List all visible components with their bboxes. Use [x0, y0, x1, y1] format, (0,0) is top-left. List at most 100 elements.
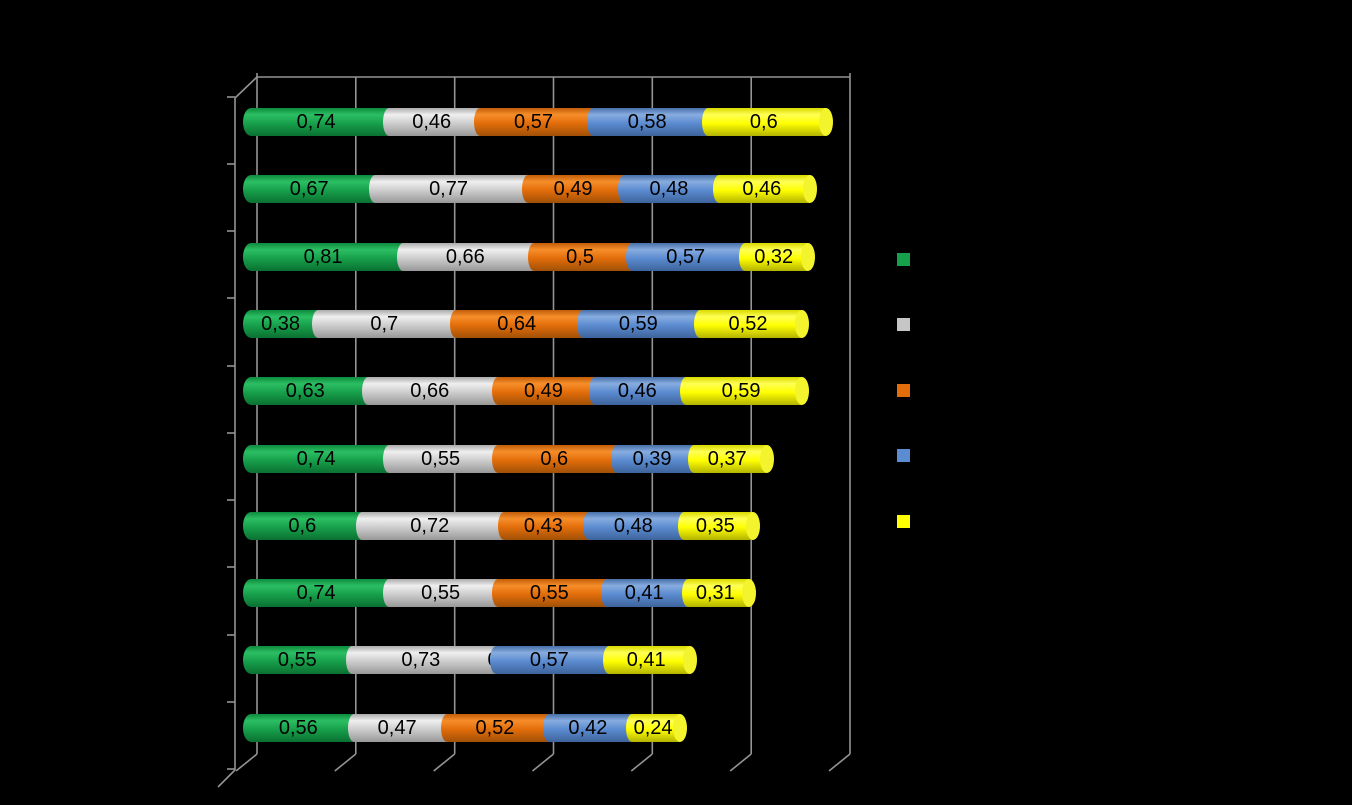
bar-segment-label: 0,74 [296, 582, 336, 605]
bar-segment-orange: 0,49 [491, 377, 595, 406]
bar-segment-blue: 0,59 [576, 309, 700, 338]
bar-end-cap [819, 108, 834, 136]
bar-segment-label: 0,66 [445, 245, 485, 268]
bar-segment-green: 0,67 [243, 175, 376, 204]
bar-segment-label: 0,42 [568, 716, 608, 739]
bar-end-cap [742, 579, 757, 608]
bar-segment-label: 0,49 [553, 178, 593, 201]
bar-segment-yellow: 0,35 [677, 511, 753, 540]
bar-row: 0,56 0,47 0,52 0,42 0,24 [243, 713, 687, 742]
bar-segment-orange: 0,43 [497, 511, 589, 540]
bar-segment-label: 0,6 [288, 514, 317, 537]
bar-segment-blue: 0,46 [588, 377, 686, 406]
legend-swatch-yellow [897, 514, 910, 528]
bar-segment-green: 0,74 [243, 108, 390, 136]
bar-row: 0,38 0,7 0,64 0,59 0,52 [243, 309, 810, 338]
bar-segment-label: 0,32 [754, 245, 794, 268]
bar-segment-yellow: 0,52 [693, 309, 803, 338]
bar-segment-label: 0,48 [649, 178, 689, 201]
bar-segment-yellow: 0,31 [681, 579, 749, 608]
bar-segment-label: 0,41 [624, 582, 664, 605]
bar-segment-label: 0,55 [421, 582, 461, 605]
bar-segment-label: 0,57 [514, 111, 553, 133]
bar-row: 0,67 0,77 0,49 0,48 0,46 [243, 175, 818, 204]
bar-end-cap [795, 377, 810, 406]
bar-segment-label: 0,6 [749, 111, 778, 133]
bar-end-cap [672, 713, 687, 742]
bar-segment-label: 0,5 [566, 245, 594, 268]
bar-segment-label: 0,81 [303, 245, 343, 268]
bar-segment-green: 0,56 [243, 713, 354, 742]
bar-segment-yellow: 0,32 [739, 242, 809, 271]
bar-segment-label: 0,59 [721, 380, 761, 403]
bar-segment-blue: 0,39 [610, 444, 694, 473]
bar-segment-yellow: 0,37 [687, 444, 767, 473]
legend-swatch-green [897, 253, 910, 266]
bar-row: 0,63 0,66 0,49 0,46 0,59 [243, 377, 810, 406]
bar-segment-label: 0,74 [296, 111, 336, 133]
bar-segment-silver: 0,77 [369, 175, 528, 204]
bar-segment-blue: 0,48 [582, 511, 684, 540]
bar-segment-label: 0,73 [401, 649, 441, 672]
bar-segment-label: 0,55 [529, 582, 569, 605]
bar-segment-yellow: 0,59 [679, 377, 803, 406]
legend-swatch-blue [897, 449, 910, 463]
bar-segment-silver: 0,47 [347, 713, 447, 742]
bar-end-cap [682, 646, 697, 675]
bar-segment-label: 0,46 [742, 178, 782, 201]
bar-segment-label: 0,72 [410, 514, 450, 537]
bar-row: 0,74 0,55 0,6 0,39 0,37 [243, 444, 774, 473]
bar-segment-orange: 0,49 [521, 175, 625, 204]
bar-row: 0,550,7300,570,41 [243, 646, 697, 675]
bar-segment-label: 0,31 [695, 582, 735, 605]
bar-segment-yellow: 0,6 [701, 108, 827, 136]
bar-segment-label: 0,57 [666, 245, 706, 268]
bar-row: 0,74 0,55 0,55 0,41 0,31 [243, 579, 757, 608]
bar-segment-blue: 0,42 [543, 713, 633, 742]
bar-segment-label: 0,37 [707, 447, 747, 470]
bar-end-cap [745, 511, 760, 540]
bar-segment-blue: 0,58 [586, 108, 708, 136]
bar-segment-orange: 0,57 [474, 108, 593, 136]
bar-segment-orange: 0,52 [440, 713, 550, 742]
bar-segment-yellow: 0,41 [602, 646, 690, 675]
bar-segment-yellow: 0,46 [713, 175, 811, 204]
bar-segment-green: 0,81 [243, 242, 404, 271]
bar-segment-orange: 0,64 [450, 309, 583, 338]
bar-segment-green: 0,74 [243, 444, 390, 473]
bar-segment-label: 0,7 [370, 312, 399, 335]
bar-segment-label: 0,77 [429, 178, 468, 201]
bar-segment-yellow: 0,24 [626, 713, 680, 742]
bar-end-cap [795, 309, 810, 338]
bar-segment-green: 0,74 [243, 579, 390, 608]
bar-segment-label: 0,58 [627, 111, 667, 133]
bar-segment-silver: 0,66 [361, 377, 498, 406]
bar-end-cap [803, 175, 818, 204]
bar-segment-label: 0,39 [632, 447, 672, 470]
bar-segment-label: 0,63 [285, 380, 325, 403]
bar-segment-orange: 0,55 [491, 579, 607, 608]
bar-segment-blue: 0,57 [626, 242, 746, 271]
bar-segment-label: 0,52 [728, 312, 768, 335]
bar-segment-label: 0,56 [278, 716, 318, 739]
bar-segment-label: 0,48 [613, 514, 653, 537]
legend-swatch-silver [897, 318, 910, 332]
bar-segment-green: 0,38 [243, 309, 319, 338]
bar-segment-label: 0,67 [289, 178, 329, 201]
bar-segment-label: 0,35 [695, 514, 735, 537]
bar-segment-label: 0,66 [410, 380, 450, 403]
bar-segment-label: 0,74 [296, 447, 336, 470]
bar-segment-silver: 0,46 [383, 108, 481, 136]
bar-row: 0,6 0,72 0,43 0,48 0,35 [243, 511, 760, 540]
bar-segment-label: 0,24 [633, 716, 673, 739]
bar-segment-orange: 0,5 [527, 242, 633, 271]
bar-segment-label: 0,55 [277, 649, 317, 672]
bar-segment-label: 0,6 [540, 447, 569, 470]
bar-segment-label: 0,49 [523, 380, 563, 403]
bar-segment-label: 0,64 [497, 312, 537, 335]
bar-end-cap [759, 444, 774, 473]
bar-segment-label: 0,57 [529, 649, 569, 672]
bar-segment-label: 0,46 [412, 111, 452, 133]
bar-segment-label: 0,59 [618, 312, 658, 335]
